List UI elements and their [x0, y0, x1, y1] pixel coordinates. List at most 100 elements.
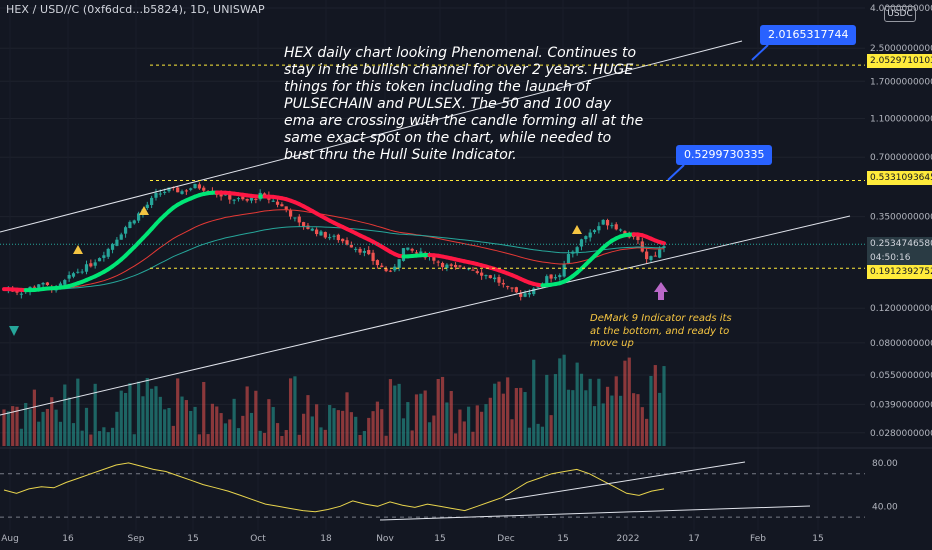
volume-bar [228, 419, 232, 446]
x-tick-label: Dec [497, 534, 514, 544]
volume-bar [141, 396, 145, 446]
volume-bar [284, 430, 288, 446]
candle-body [497, 277, 501, 283]
candle-body [388, 270, 393, 272]
volume-bar [184, 400, 188, 446]
volume-bar [232, 398, 236, 446]
candle-body [354, 248, 358, 250]
volume-bar [345, 392, 349, 446]
price-axis[interactable]: 4.0000000000 2.5000000000 1.7000000000 1.10… [870, 4, 932, 439]
volume-bar [440, 376, 445, 446]
candle-body [336, 234, 340, 241]
price-label-level-2: 0.5331093645 [867, 171, 932, 185]
rsi-tick-label: 40.00 [872, 502, 898, 512]
volume-bar [514, 388, 518, 446]
candle-body [458, 265, 462, 267]
candle-body [132, 220, 136, 224]
volume-bar [475, 405, 479, 446]
candle-body [575, 247, 579, 253]
candle-body [110, 244, 115, 250]
volume-bar [432, 415, 436, 446]
currency-badge[interactable]: USDC [884, 6, 916, 22]
candle-body [119, 234, 123, 240]
candle-body [410, 248, 414, 251]
candle-body [562, 263, 566, 277]
volume-bars [2, 354, 666, 446]
volume-bar [397, 383, 401, 446]
x-tick-label: Sep [128, 534, 145, 544]
candle-body [106, 248, 110, 257]
volume-bar [332, 408, 336, 446]
volume-bar [84, 407, 89, 446]
candle-body [71, 273, 76, 277]
volume-bar [310, 416, 314, 446]
target-callout-mid[interactable]: 0.5299730335 [676, 145, 773, 165]
candle-body [645, 251, 649, 260]
volume-bar [258, 430, 262, 446]
volume-bar [566, 389, 571, 446]
volume-bar [380, 409, 384, 446]
volume-bar [115, 411, 119, 446]
x-tick-label: 15 [812, 534, 823, 544]
candle-body [102, 255, 106, 258]
candle-body [579, 239, 584, 247]
candle-body [380, 265, 384, 268]
volume-bar [202, 381, 206, 446]
symbol-title[interactable]: HEX / USD//C (0xf6dcd...b5824), 1D, UNIS… [6, 3, 265, 16]
volume-bar [145, 377, 149, 446]
candle-body [197, 184, 201, 189]
candle-body [297, 216, 301, 223]
volume-bar [54, 409, 58, 446]
volume-bar [375, 401, 380, 446]
callout-pointer [751, 44, 769, 61]
channel-upper-line [0, 40, 743, 233]
price-label-level-3: 0.1912392752 [867, 265, 932, 279]
target-callout-upper[interactable]: 2.0165317744 [760, 25, 857, 45]
candle-body [553, 277, 558, 279]
volume-bar [462, 421, 466, 446]
candle-body [19, 293, 23, 295]
candle-body [293, 217, 297, 219]
volume-bar [614, 376, 618, 446]
volume-bar [206, 434, 210, 446]
volume-bar [458, 409, 462, 446]
y-tick-label: 0.1200000000 [870, 304, 932, 314]
volume-bar [193, 406, 197, 446]
volume-bar [536, 423, 540, 446]
volume-bar [410, 430, 414, 446]
volume-bar [558, 358, 562, 446]
volume-bar [167, 407, 171, 446]
candle-body [302, 222, 306, 228]
volume-bar [24, 402, 28, 446]
volume-bar [76, 378, 80, 446]
rsi-trend-lower [379, 505, 811, 521]
candle-body [618, 229, 623, 231]
time-axis[interactable]: Aug 16 Sep 15 Oct 18 Nov 15 Dec 15 2022 17 Feb 15 [1, 534, 824, 544]
candle-body [345, 240, 349, 245]
volume-bar [423, 390, 427, 446]
volume-bar [519, 387, 523, 446]
candle-body [180, 191, 184, 194]
volume-bar [210, 403, 215, 446]
volume-bar [50, 397, 54, 446]
candle-body [323, 232, 327, 238]
volume-bar [471, 431, 475, 446]
volume-bar [488, 397, 492, 446]
volume-bar [132, 434, 136, 446]
volume-bar [67, 397, 71, 446]
candle-body [254, 198, 258, 200]
volume-bar [627, 357, 631, 446]
candle-body [519, 293, 523, 297]
volume-bar [288, 378, 293, 446]
volume-bar [579, 373, 584, 446]
volume-bar [245, 386, 249, 446]
candle-body [358, 248, 362, 253]
signal-down-icon [9, 326, 19, 336]
y-tick-label: 0.7000000000 [870, 153, 932, 163]
candle-body [419, 251, 423, 254]
volume-bar [610, 395, 614, 446]
candle-body [453, 264, 458, 268]
volume-bar [362, 430, 366, 446]
volume-bar [119, 390, 123, 446]
